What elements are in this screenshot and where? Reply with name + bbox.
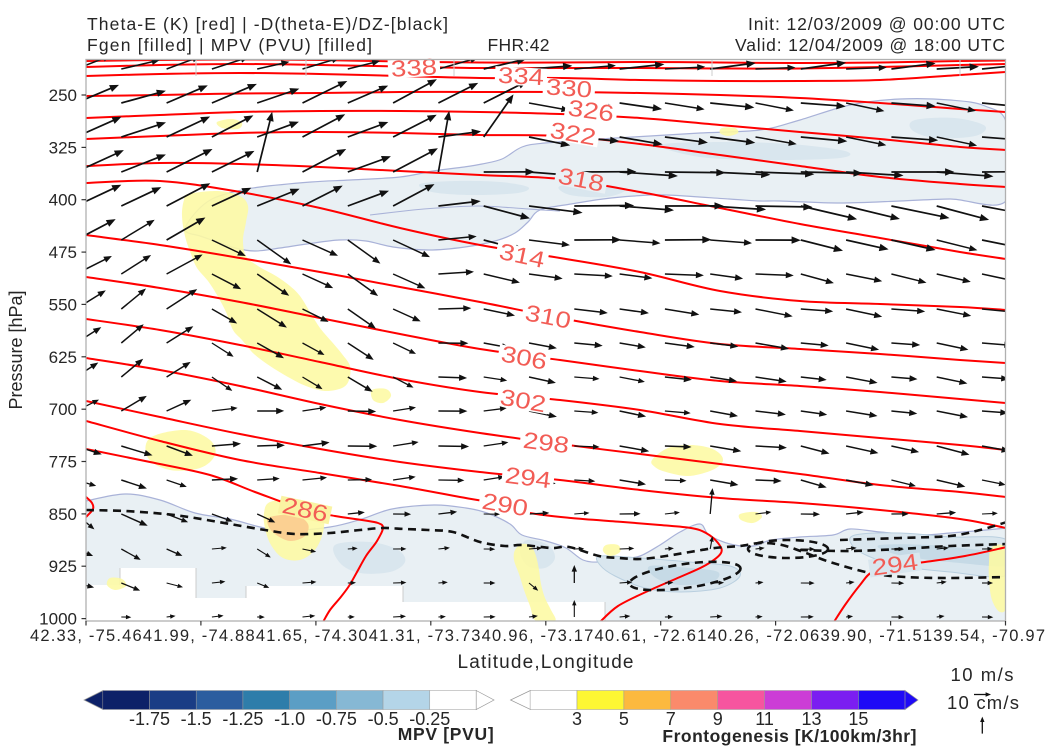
svg-text:Fgen [filled] | MPV (PVU) [fil: Fgen [filled] | MPV (PVU) [filled]	[87, 35, 372, 55]
svg-text:MPV [PVU]: MPV [PVU]	[398, 724, 494, 744]
svg-text:Init: 12/03/2009 @ 00:00 UTC: Init: 12/03/2009 @ 00:00 UTC	[748, 14, 1005, 34]
svg-text:850: 850	[49, 505, 77, 524]
svg-text:325: 325	[49, 138, 77, 157]
svg-text:250: 250	[49, 86, 77, 105]
svg-text:400: 400	[49, 191, 77, 210]
svg-text:13: 13	[801, 709, 821, 729]
svg-text:1000: 1000	[39, 610, 77, 629]
svg-text:5: 5	[619, 709, 629, 729]
svg-text:330: 330	[545, 73, 593, 102]
svg-text:294: 294	[870, 548, 919, 580]
svg-text:334: 334	[497, 62, 545, 90]
svg-text:Pressure [hPa]: Pressure [hPa]	[6, 290, 26, 409]
svg-text:Frontogenesis [K/100km/3hr]: Frontogenesis [K/100km/3hr]	[662, 726, 916, 746]
svg-text:-1.0: -1.0	[274, 709, 305, 729]
svg-text:925: 925	[49, 557, 77, 576]
svg-text:7: 7	[666, 709, 676, 729]
svg-text:10 cm/s: 10 cm/s	[947, 692, 1019, 713]
svg-text:-0.25: -0.25	[409, 709, 450, 729]
svg-text:338: 338	[390, 53, 437, 81]
svg-text:Valid: 12/04/2009 @ 18:00 UTC: Valid: 12/04/2009 @ 18:00 UTC	[735, 35, 1005, 55]
svg-text:625: 625	[49, 348, 77, 367]
svg-text:11: 11	[755, 709, 774, 729]
svg-text:15: 15	[848, 709, 868, 729]
svg-text:Theta-E (K) [red] | -D(theta-E: Theta-E (K) [red] | -D(theta-E)/DZ-[blac…	[87, 14, 448, 34]
svg-text:FHR:42: FHR:42	[488, 35, 550, 55]
svg-text:-1.25: -1.25	[222, 709, 263, 729]
svg-text:550: 550	[49, 295, 77, 314]
svg-text:10 m/s: 10 m/s	[951, 664, 1014, 685]
svg-text:Latitude,Longitude: Latitude,Longitude	[458, 652, 634, 673]
svg-text:9: 9	[713, 709, 723, 729]
svg-text:298: 298	[522, 427, 571, 458]
svg-text:294: 294	[504, 462, 553, 493]
svg-text:42.33, -75.4641.99, -74.8841.6: 42.33, -75.4641.99, -74.8841.65, -74.304…	[30, 627, 1045, 645]
svg-text:775: 775	[49, 453, 77, 472]
svg-text:3: 3	[572, 709, 582, 729]
svg-text:-0.5: -0.5	[368, 709, 399, 729]
svg-text:475: 475	[49, 243, 77, 262]
svg-text:326: 326	[566, 94, 615, 126]
svg-text:700: 700	[49, 400, 77, 419]
svg-text:-1.5: -1.5	[181, 709, 212, 729]
svg-text:-1.75: -1.75	[129, 709, 170, 729]
svg-text:-0.75: -0.75	[316, 709, 357, 729]
